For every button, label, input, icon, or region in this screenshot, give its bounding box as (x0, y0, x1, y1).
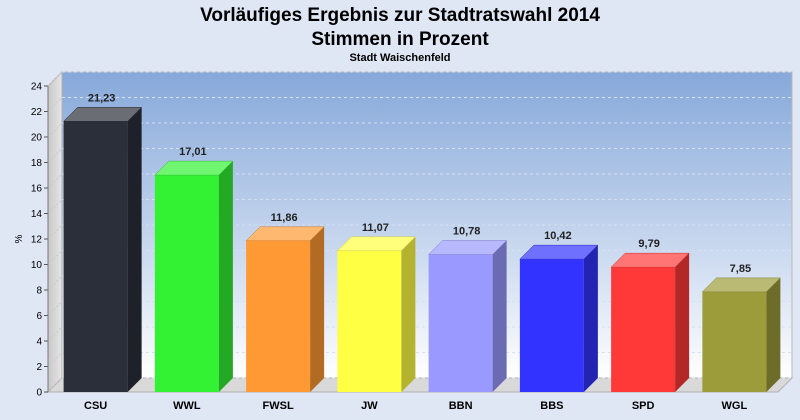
bar-jw: 11,07 (336, 222, 416, 392)
bar-value-label: 17,01 (179, 146, 207, 158)
bar-wgl: 7,85 (701, 263, 781, 392)
bar-spd: 9,79 (610, 238, 690, 392)
bar-front (519, 259, 584, 392)
bar-front (246, 240, 311, 392)
gridline-side (47, 301, 63, 316)
y-tick-label: 0 (36, 388, 42, 399)
bar-wwl: 17,01 (154, 146, 234, 392)
bar-front (63, 121, 128, 392)
y-tick-label: 18 (31, 158, 43, 169)
chart-title: Vorläufiges Ergebnis zur Stadtratswahl 2… (0, 4, 800, 52)
y-tick-label: 10 (31, 260, 43, 271)
chart-title-line1: Vorläufiges Ergebnis zur Stadtratswahl 2… (200, 5, 600, 26)
chart-title-line2: Stimmen in Prozent (311, 29, 489, 50)
gridline-side (47, 275, 63, 291)
gridline-side (47, 148, 63, 163)
bar-side (401, 236, 416, 392)
bar-front (337, 250, 402, 392)
y-tick-label: 14 (31, 209, 43, 220)
bar-value-label: 7,85 (730, 263, 751, 275)
x-tick-label: JW (361, 400, 378, 412)
bar-value-label: 11,07 (362, 222, 389, 234)
bar-side (218, 161, 233, 392)
bar-value-label: 11,86 (271, 212, 298, 224)
bar-side (127, 107, 142, 392)
y-tick-label: 2 (36, 362, 42, 373)
gridline-side (47, 173, 63, 189)
y-tick-label: 20 (31, 133, 43, 144)
y-tick-label: 12 (31, 235, 43, 246)
bar-fwsl: 11,86 (245, 212, 325, 392)
x-tick-label: CSU (84, 400, 107, 412)
bar-front (702, 291, 767, 392)
bar-value-label: 10,78 (453, 226, 481, 238)
bar-front (611, 267, 676, 392)
gridline-side (47, 377, 63, 393)
gridline-side (47, 250, 63, 265)
y-tick-label: 24 (31, 82, 43, 93)
x-tick-label: FWSL (263, 400, 294, 412)
gridline-side (47, 97, 63, 112)
bar-csu: 21,23 (63, 92, 143, 392)
y-tick-label: 4 (36, 337, 42, 348)
y-tick-label: 16 (31, 184, 43, 195)
y-tick-label: 22 (31, 107, 43, 118)
bar-bbs: 10,42 (519, 230, 599, 392)
bar-side (310, 226, 325, 392)
gridline-side (47, 122, 63, 138)
y-axis-label: % (14, 234, 25, 243)
y-tick-label: 6 (36, 311, 42, 322)
x-tick-label: WGL (722, 400, 748, 412)
bar-value-label: 10,42 (544, 230, 572, 242)
gridline-side (47, 71, 63, 87)
bar-side (766, 277, 781, 392)
x-tick-label: SPD (632, 400, 655, 412)
x-tick-label: BBS (540, 400, 563, 412)
x-tick-label: BBN (449, 400, 473, 412)
bar-side (675, 253, 690, 392)
bar-value-label: 21,23 (88, 92, 116, 104)
y-tick-label: 8 (36, 286, 42, 297)
gridline-side (47, 352, 63, 367)
bar-value-label: 9,79 (638, 238, 659, 250)
chart-subtitle: Stadt Waischenfeld (349, 52, 451, 64)
bar-side (492, 240, 507, 392)
gridline-side (47, 326, 63, 342)
gridline-side (47, 224, 63, 240)
x-tick-label: WWL (173, 400, 201, 412)
bar-front (428, 254, 493, 392)
gridline-side (47, 199, 63, 214)
bar-bbn: 10,78 (428, 226, 508, 392)
bar-front (154, 175, 219, 392)
bar-side (583, 245, 598, 392)
